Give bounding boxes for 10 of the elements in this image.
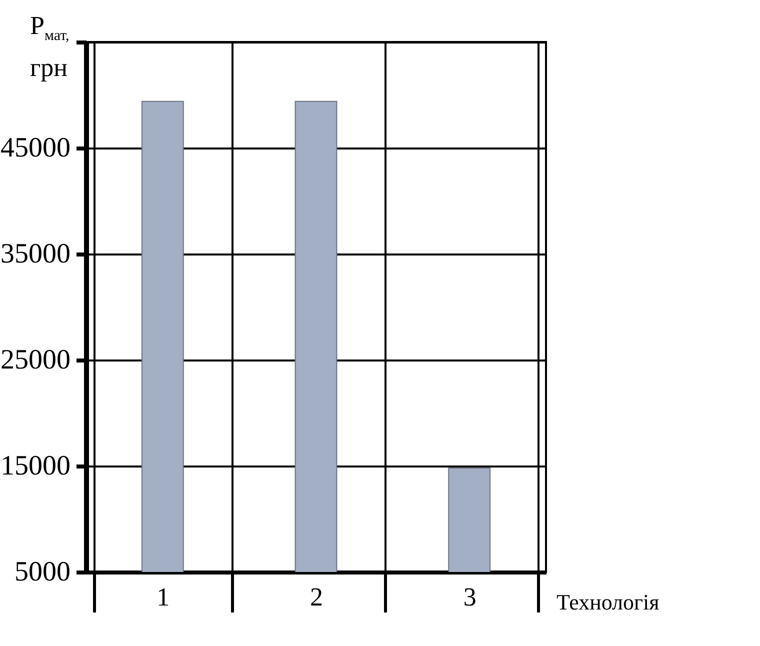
y-tick-label: 45000 [0, 132, 70, 164]
y-tick-label: 25000 [0, 344, 70, 376]
x-tick-label: 2 [310, 582, 323, 612]
y-tick-label: 15000 [0, 450, 70, 482]
x-tick-label: 3 [463, 582, 476, 612]
y-axis-title: P$_{мат,}$ грн [30, 10, 70, 84]
x-axis-title: Технологія [556, 590, 660, 614]
y-tick-label: 35000 [0, 238, 70, 270]
x-tick-label: 1 [156, 582, 170, 612]
y-tick-label: 5000 [14, 556, 70, 588]
